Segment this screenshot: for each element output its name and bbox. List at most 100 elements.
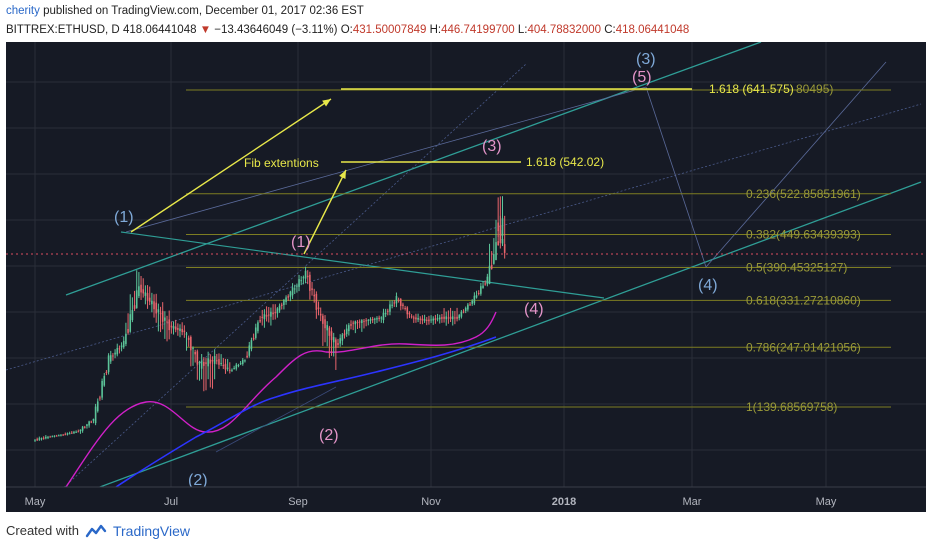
x-tick-label-1: Jul [164,496,178,508]
candle-body [200,360,203,369]
candle-body [447,317,450,319]
candle-body [77,431,80,433]
candle-body [49,436,51,438]
candle-body [389,304,391,312]
candle-body [107,355,110,373]
wave-label-blue-2: (3) [636,51,656,68]
trend-channels [6,42,926,508]
candle-body [391,304,393,306]
candle-body [103,376,106,386]
candle-body [168,319,170,331]
candle-body [287,296,290,298]
candle-body [237,365,240,367]
candle-body [92,419,95,421]
candle-body [304,270,307,279]
candle-body [263,314,266,320]
candle-body [248,345,251,356]
candle-body [425,319,428,321]
fib-arrow-2-head [339,170,346,179]
channel-upper [65,42,762,296]
candle-body [120,345,123,348]
candle-body [397,299,400,301]
candle-body [96,401,99,412]
publish-info: cherity published on TradingView.com, De… [6,3,364,19]
candle-body [378,317,380,320]
candle-body [166,321,168,323]
candle-body [272,312,274,315]
candle-body [179,328,181,331]
candle-body [309,274,311,291]
candle-body [101,380,103,398]
candle-body [393,302,396,304]
close-label: C: [604,24,616,36]
price-change: −13.43646049 (−3.11%) [214,24,338,36]
candle-body [177,328,179,330]
candle-body [341,334,344,341]
publish-text: published on TradingView.com, December 0… [43,5,364,17]
projection-down [645,86,707,268]
fib-label-3: 0.618(331.27210860) [746,293,861,307]
candle-body [454,317,456,319]
candle-body [376,318,378,320]
wave-label-pink-7: (4) [524,301,544,318]
candle-body [503,244,506,253]
fib-extensions-note: Fib extentions [244,156,319,170]
candle-body [62,434,64,436]
candle-body [181,328,183,333]
wave-label-blue-3: (4) [698,277,718,294]
candle-body [60,434,62,436]
ma-magenta [65,311,497,488]
candle-body [421,318,424,321]
candle-body [408,312,411,315]
candle-body [456,316,458,319]
ext-label-2: 1.618 (641.575) [709,82,794,96]
candle-body [464,307,467,312]
candle-body [490,265,493,269]
x-axis-band [6,487,926,512]
candle-body [449,316,452,319]
candle-body [47,436,49,438]
candle-body [322,315,324,324]
candle-body [172,326,175,329]
candle-body [151,300,153,305]
candle-body [73,431,75,434]
candle-body [384,313,387,315]
candle-body [114,352,116,355]
candle-body [480,286,482,294]
wave-label-blue-0: (1) [114,209,134,226]
channel-lower [45,181,922,508]
candle-body [473,295,476,304]
candle-body [289,291,292,297]
candle-body [270,311,272,317]
candle-body [45,436,47,439]
candle-body [109,355,112,362]
tradingview-brand[interactable]: TradingView [112,523,191,539]
candle-body [125,333,127,344]
candle-body [159,313,162,315]
channel-mid-dotted [6,103,922,371]
candle-body [244,360,246,362]
x-tick-label-5: Mar [683,496,702,508]
candle-body [53,435,56,437]
candle-body [83,426,86,428]
ext-label-1: 1.618 (542.02) [526,155,604,169]
candle-body [207,358,209,367]
candle-body [112,355,114,357]
candle-body [302,277,305,279]
candle-body [317,307,320,310]
candle-body [183,330,186,333]
candle-body [460,311,463,317]
candle-body [410,316,413,318]
price-chart[interactable]: 0.236(522.85851961) 0.382(449.63439393) 0.… [6,42,926,512]
candle-body [174,326,177,330]
author-link[interactable]: cherity [6,5,40,17]
fib-label-4: 0.786(247.01421056) [746,340,861,354]
fib-arrow-1-head [322,99,331,107]
fib-label-2: 0.5(390.45325127) [746,260,847,274]
candle-body [51,436,54,438]
candle-body [231,369,233,371]
projection-up [705,61,887,268]
candle-body [68,433,71,435]
candle-body [380,317,383,319]
candle-body [218,359,220,365]
